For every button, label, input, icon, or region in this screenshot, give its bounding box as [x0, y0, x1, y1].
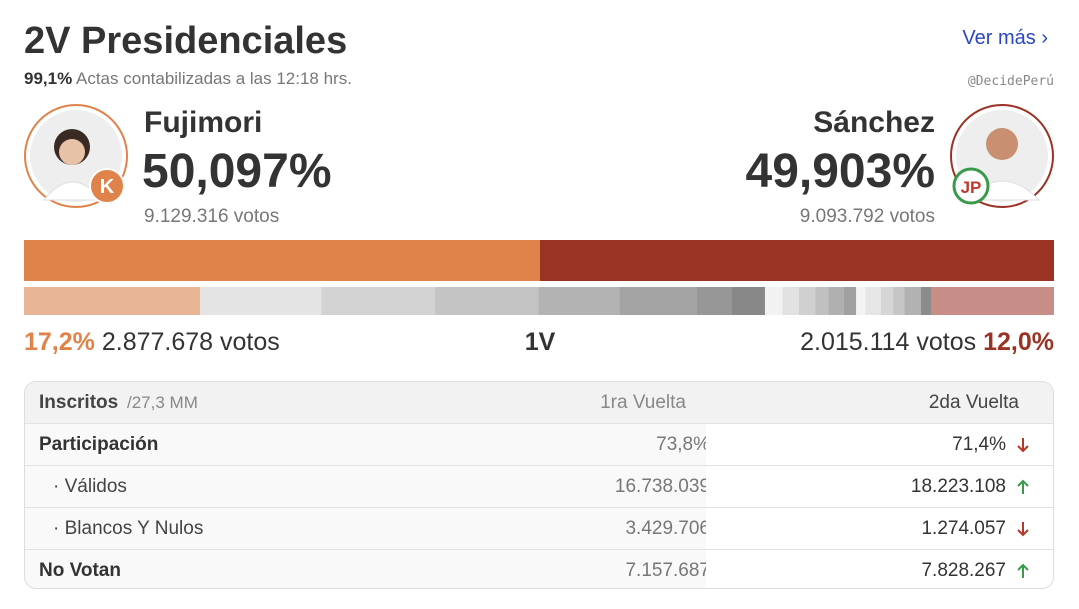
- chevron[interactable]: ›: [1041, 27, 1048, 49]
- first-round-segment: [731, 287, 765, 315]
- link-text[interactable]: Ver más: [962, 27, 1036, 49]
- first-round-segment: [815, 287, 829, 315]
- vote-bars: [24, 240, 1054, 315]
- second-round-value: 71,4%: [952, 434, 1006, 455]
- arrow: [1017, 479, 1029, 494]
- first-round-right: 2.015.114 votos 12,0%: [800, 328, 1054, 357]
- first-round-left: 17,2% 2.877.678 votos: [24, 328, 280, 357]
- first-round-segment: [434, 287, 539, 315]
- table-row: · Blancos Y Nulos 3.429.706 1.274.057: [25, 507, 1053, 549]
- candidate-name: Sánchez: [813, 106, 935, 139]
- stats-table: Inscritos /27,3 MM 1ra Vuelta 2da Vuelta…: [24, 381, 1054, 589]
- first-round-segment: [893, 287, 905, 315]
- trend-arrow: [1017, 438, 1029, 453]
- trend-arrow: [1017, 522, 1029, 537]
- party-logo: K: [100, 176, 115, 198]
- first-round-segment: [764, 287, 783, 315]
- first-round-label: 1V: [524, 328, 556, 356]
- first-round-segment: [865, 287, 881, 315]
- count-percent: 99,1%: [24, 69, 73, 88]
- arrow: [1017, 438, 1029, 453]
- first-round-percent: 12,0%: [983, 328, 1054, 356]
- header-cell: 1ra Vuelta: [600, 392, 686, 413]
- first-round-segment: [696, 287, 732, 315]
- first-round-segment: [843, 287, 857, 315]
- party-logo: JP: [961, 178, 982, 197]
- first-round-segment: [920, 287, 932, 315]
- row-label: · Blancos Y Nulos: [53, 518, 204, 539]
- first-round-votes: 2.015.114 votos: [800, 328, 977, 356]
- see-more-link[interactable]: Ver más ›: [962, 27, 1048, 50]
- photo: K: [24, 104, 128, 208]
- first-round-segment: [200, 287, 322, 315]
- second-round-cell: 7.828.267: [706, 550, 1053, 588]
- first-round-value: 73,8%: [656, 434, 710, 455]
- second-round-cell: 1.274.057: [706, 508, 1053, 549]
- arrow: [1017, 522, 1029, 537]
- second-round-cell: 18.223.108: [706, 466, 1053, 507]
- first-round-segment: [880, 287, 894, 315]
- first-round-segment: [856, 287, 866, 315]
- candidate-votes: 9.129.316 votos: [144, 206, 280, 227]
- first-round-segment: [321, 287, 435, 315]
- vote-share-bar: [539, 240, 1054, 281]
- second-round-value: 18.223.108: [910, 476, 1006, 497]
- trend-arrow: [1017, 563, 1029, 578]
- source: @DecidePerú: [967, 74, 1054, 89]
- second-round-cell: 71,4%: [706, 424, 1053, 465]
- header-cell: /27,3 MM: [127, 393, 198, 412]
- first-round-segment: [931, 287, 1054, 315]
- count-text: Actas contabilizadas a las 12:18 hrs.: [76, 69, 352, 88]
- first-round-segment: [538, 287, 620, 315]
- photo: JP: [950, 104, 1054, 208]
- candidate-percent: 49,903%: [745, 145, 936, 198]
- first-round-value: 3.429.706: [625, 518, 710, 539]
- header-cell: 2da Vuelta: [928, 392, 1019, 413]
- count-line: 99,1% Actas contabilizadas a las 12:18 h…: [24, 69, 352, 89]
- first-round-votes: 2.877.678 votos: [101, 328, 280, 356]
- candidate-name: Fujimori: [144, 106, 263, 139]
- table-row: No Votan 7.157.687 7.828.267: [25, 549, 1053, 588]
- second-round-value: 7.828.267: [921, 560, 1006, 581]
- candidate-percent: 50,097%: [142, 145, 332, 198]
- first-round-percent: 17,2%: [24, 328, 95, 356]
- first-round-segment: [24, 287, 201, 315]
- row-label: · Válidos: [53, 476, 127, 497]
- first-round-segment: [798, 287, 816, 315]
- first-round-segment: [904, 287, 921, 315]
- first-round-value: 16.738.039: [614, 476, 710, 497]
- second-round-value: 1.274.057: [921, 518, 1006, 539]
- table-row: · Válidos 16.738.039 18.223.108: [25, 465, 1053, 507]
- header-cell: Inscritos: [39, 392, 119, 413]
- first-round-segment: [782, 287, 799, 315]
- candidate-votes: 9.093.792 votos: [799, 206, 935, 227]
- title: 2V Presidenciales: [24, 20, 348, 62]
- table-header: Inscritos /27,3 MM 1ra Vuelta 2da Vuelta: [25, 382, 1053, 423]
- row-label: No Votan: [39, 560, 121, 581]
- arrow: [1017, 563, 1029, 578]
- row-label: Participación: [39, 434, 159, 455]
- table-row: Participación 73,8% 71,4%: [25, 423, 1053, 465]
- first-round-segment: [619, 287, 697, 315]
- vote-share-bar: [24, 240, 540, 281]
- trend-arrow: [1017, 479, 1029, 494]
- first-round-value: 7.157.687: [625, 560, 710, 581]
- first-round-segment: [828, 287, 844, 315]
